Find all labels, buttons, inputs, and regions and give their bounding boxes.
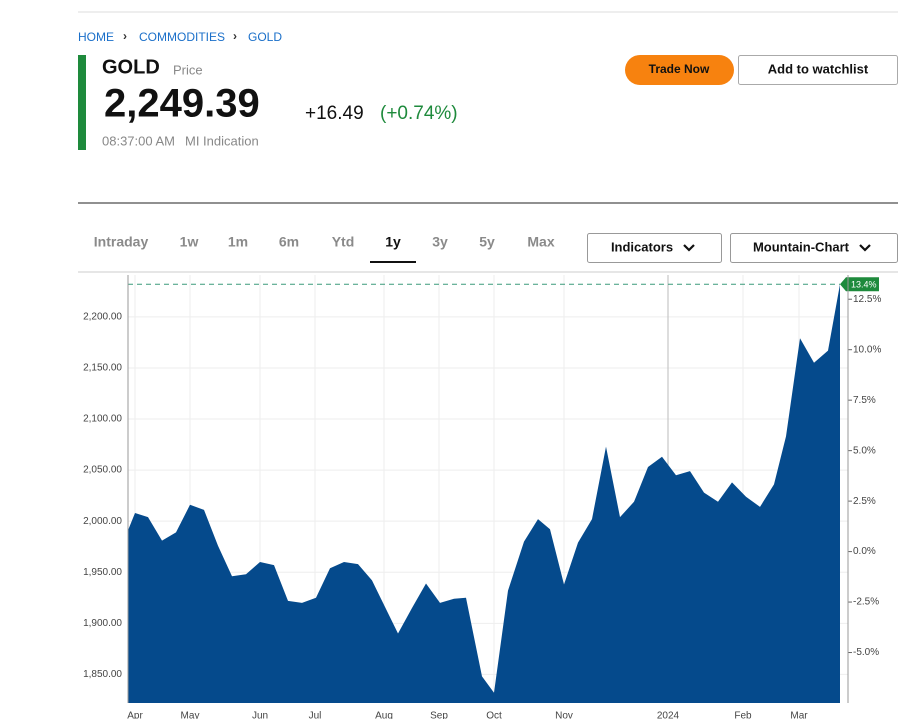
tab-bar: Intraday 1w 1m 6m Ytd 1y 3y 5y Max [94, 234, 555, 263]
x-tick-label: Apr [127, 711, 143, 719]
x-tick-label: Oct [486, 711, 502, 719]
breadcrumb-link[interactable]: HOME [78, 30, 114, 44]
charttype-dropdown[interactable] [730, 233, 898, 263]
active-tab-underline [370, 261, 416, 263]
dropdown-arrow [859, 244, 871, 252]
y2-tick-label: -5.0% [853, 647, 879, 658]
y2-tick-label: 0.0% [853, 546, 876, 557]
range-tab[interactable]: 1w [180, 234, 199, 250]
chevron: › [123, 29, 127, 43]
y-tick-label: 1,900.00 [83, 618, 122, 629]
accent-bar [78, 55, 86, 150]
dropdown-arrow [683, 244, 695, 252]
asset-note: Price [173, 62, 203, 77]
watchlist-button-label[interactable]: Add to watchlist [768, 61, 869, 76]
range-tab[interactable]: Intraday [94, 234, 149, 250]
price-change: +16.49 [305, 103, 364, 124]
x-tick-label: Aug [375, 711, 393, 719]
asset-name: GOLD [102, 56, 160, 78]
y-tick-label: 2,200.00 [83, 312, 122, 323]
dropdown-label[interactable]: Indicators [611, 239, 673, 254]
y-tick-label: 2,000.00 [83, 516, 122, 527]
y2-tick-label: 10.0% [853, 344, 881, 355]
watchlist-button[interactable] [738, 55, 898, 85]
x-tick-label: Sep [430, 711, 448, 719]
x-tick-label: Feb [734, 711, 752, 719]
chevron: › [233, 29, 237, 43]
y2-tick-label: 2.5% [853, 496, 876, 507]
indicators-dropdown[interactable] [587, 233, 722, 263]
price-area [128, 284, 840, 703]
range-tab[interactable]: Ytd [332, 234, 355, 250]
y-tick-label: 2,050.00 [83, 465, 122, 476]
y-tick-label: 2,150.00 [83, 363, 122, 374]
y-tick-label: 2,100.00 [83, 414, 122, 425]
dropdown-label[interactable]: Mountain-Chart [753, 239, 850, 254]
range-tab[interactable]: 1m [228, 234, 248, 250]
range-tab[interactable]: 5y [479, 234, 495, 250]
range-tab[interactable]: 3y [432, 234, 448, 250]
x-tick-label: Jul [309, 711, 322, 719]
y-tick-label: 1,950.00 [83, 567, 122, 578]
y2-tick-label: 5.0% [853, 445, 876, 456]
quote-time: 08:37:00 AM [102, 133, 175, 148]
x-tick-label: May [181, 711, 200, 719]
price: 2,249.39 [104, 82, 260, 126]
y2-tick-label: 7.5% [853, 395, 876, 406]
x-tick-label: 2024 [657, 711, 680, 719]
quote-source: MI Indication [185, 133, 259, 148]
chart: 1,850.00 1,900.00 1,950.00 2,000.00 2,050.00… [83, 275, 881, 719]
trade-button[interactable] [625, 55, 734, 85]
x-tick-label: Jun [252, 711, 268, 719]
range-tab[interactable]: Max [527, 234, 554, 250]
price-change-pct: (+0.74%) [380, 103, 458, 124]
badge [840, 277, 879, 292]
y-tick-label: 1,850.00 [83, 669, 122, 680]
y2-tick-label: -2.5% [853, 597, 879, 608]
y2-tick-label: 12.5% [853, 294, 881, 305]
breadcrumb-link[interactable]: GOLD [248, 30, 282, 44]
x-tick-label: Nov [555, 711, 573, 719]
breadcrumb-link[interactable]: COMMODITIES [139, 30, 225, 44]
range-tab[interactable]: 1y [385, 234, 401, 250]
trade-button-label[interactable]: Trade Now [649, 62, 710, 76]
x-tick-label: Mar [790, 711, 808, 719]
range-tab[interactable]: 6m [279, 234, 299, 250]
badge-label: 13.4% [851, 280, 877, 290]
